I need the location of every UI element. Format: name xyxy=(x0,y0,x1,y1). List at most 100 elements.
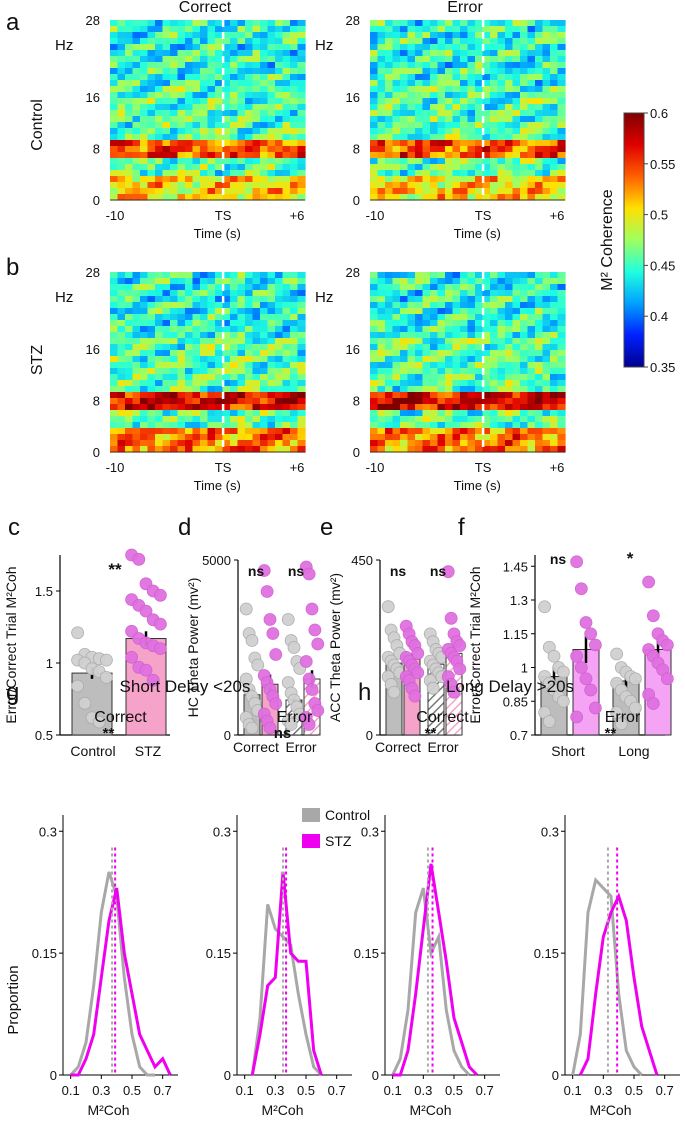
heatmap-cell xyxy=(445,272,454,279)
heatmap-cell xyxy=(437,110,446,117)
heatmap-cell xyxy=(132,386,141,393)
heatmap-cell xyxy=(445,32,454,39)
heatmap-cell xyxy=(177,308,186,315)
heatmap-cell xyxy=(177,296,186,303)
heatmap-cell xyxy=(222,56,231,63)
heatmap-cell xyxy=(557,386,566,393)
heatmap-cell xyxy=(155,92,164,99)
heatmap-cell xyxy=(297,38,306,45)
heatmap-cell xyxy=(437,128,446,135)
heatmap-cell xyxy=(110,314,119,321)
heatmap-cell xyxy=(550,302,559,309)
heatmap-cell xyxy=(177,20,186,27)
heatmap-cell xyxy=(252,122,261,129)
heatmap-cell xyxy=(460,398,469,405)
heatmap-cell xyxy=(542,116,551,123)
heatmap-cell xyxy=(297,338,306,345)
heatmap-cell xyxy=(177,44,186,51)
heatmap-cell xyxy=(415,116,424,123)
heatmap-cell xyxy=(177,368,186,375)
heatmap-cell xyxy=(482,182,491,189)
heatmap-ytick-label: 0 xyxy=(93,193,100,208)
heatmap-cell xyxy=(110,158,119,165)
heatmap-cell xyxy=(125,356,134,363)
heatmap-cell xyxy=(557,176,566,183)
heatmap-cell xyxy=(185,56,194,63)
heatmap-cell xyxy=(392,278,401,285)
heatmap-cell xyxy=(407,188,416,195)
y-axis-label: Error/Correct Trial M²Coh xyxy=(467,566,483,723)
heatmap-cell xyxy=(542,338,551,345)
heatmap-cell xyxy=(550,158,559,165)
heatmap-cell xyxy=(222,314,231,321)
heatmap-cell xyxy=(542,284,551,291)
heatmap-cell xyxy=(385,386,394,393)
heatmap-cell xyxy=(282,356,291,363)
heatmap-cell xyxy=(415,398,424,405)
heatmap-cell xyxy=(490,44,499,51)
heatmap-cell xyxy=(140,326,149,333)
heatmap-cell xyxy=(222,146,231,153)
heatmap-cell xyxy=(185,326,194,333)
heatmap-cell xyxy=(445,86,454,93)
heatmap-cell xyxy=(467,386,476,393)
heatmap-cell xyxy=(497,68,506,75)
heatmap-cell xyxy=(140,182,149,189)
heatmap-cell xyxy=(370,170,379,177)
heatmap-cell xyxy=(290,434,299,441)
data-point xyxy=(579,672,593,686)
heatmap-cell xyxy=(490,134,499,141)
heatmap-cell xyxy=(207,80,216,87)
heatmap-cell xyxy=(275,182,284,189)
heatmap-cell xyxy=(542,188,551,195)
heatmap-cell xyxy=(260,140,269,147)
heatmap-cell xyxy=(467,56,476,63)
heatmap-cell xyxy=(222,434,231,441)
heatmap-cell xyxy=(110,44,119,51)
heatmap-cell xyxy=(110,176,119,183)
heatmap-cell xyxy=(125,368,134,375)
heatmap-cell xyxy=(290,92,299,99)
heatmap-cell xyxy=(415,272,424,279)
heatmap-cell xyxy=(520,152,529,159)
heatmap-cell xyxy=(497,116,506,123)
heatmap-cell xyxy=(527,392,536,399)
heatmap-cell xyxy=(185,362,194,369)
heatmap-cell xyxy=(520,302,529,309)
heatmap-cell xyxy=(215,416,224,423)
heatmap-cell xyxy=(437,176,446,183)
heatmap-cell xyxy=(230,38,239,45)
heatmap-cell xyxy=(535,380,544,387)
heatmap-cell xyxy=(200,92,209,99)
heatmap-cell xyxy=(125,116,134,123)
heatmap-cell xyxy=(230,302,239,309)
data-point xyxy=(305,602,319,616)
heatmap-cell xyxy=(132,290,141,297)
heatmap-cell xyxy=(445,44,454,51)
heatmap-cell xyxy=(520,368,529,375)
heatmap-cell xyxy=(505,182,514,189)
heatmap-cell xyxy=(377,320,386,327)
heatmap-cell xyxy=(400,182,409,189)
heatmap-cell xyxy=(550,68,559,75)
heatmap-cell xyxy=(260,422,269,429)
heatmap-cell xyxy=(207,380,216,387)
heatmap-cell xyxy=(252,404,261,411)
heatmap-cell xyxy=(475,56,484,63)
data-point xyxy=(78,696,92,710)
heatmap-cell xyxy=(460,272,469,279)
heatmap-cell xyxy=(370,92,379,99)
heatmap-cell xyxy=(290,68,299,75)
heatmap-cell xyxy=(230,182,239,189)
heatmap-cell xyxy=(557,416,566,423)
heatmap-cell xyxy=(407,428,416,435)
significance-marker: ** xyxy=(425,725,437,742)
heatmap-cell xyxy=(252,422,261,429)
heatmap-cell xyxy=(370,74,379,81)
heatmap-cell xyxy=(505,92,514,99)
heatmap-cell xyxy=(505,122,514,129)
heatmap-cell xyxy=(110,368,119,375)
heatmap-cell xyxy=(437,296,446,303)
